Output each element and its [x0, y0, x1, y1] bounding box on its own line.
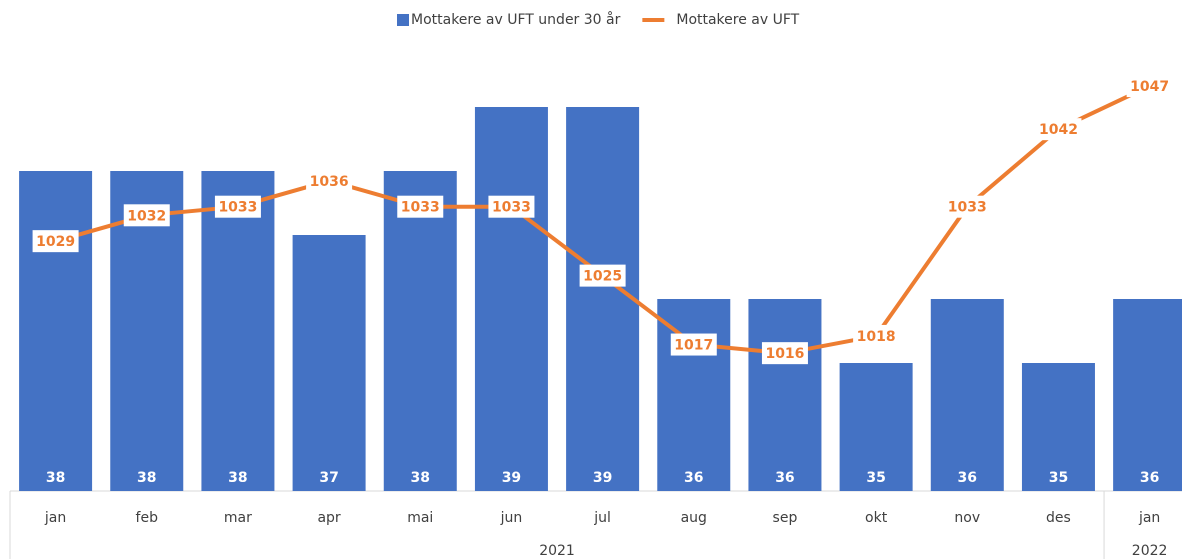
line-label: 1017 — [674, 338, 713, 354]
line-label-box — [214, 195, 261, 218]
bar-label: 38 — [46, 470, 65, 486]
x-tick-label: apr — [317, 510, 340, 526]
bar-label: 35 — [1049, 470, 1068, 486]
line-label-box — [397, 195, 444, 218]
legend-label: Mottakere av UFT under 30 år — [411, 11, 621, 28]
bar-label: 36 — [775, 470, 794, 486]
x-tick-label: sep — [773, 510, 798, 526]
bar-label: 39 — [502, 470, 521, 486]
bar — [383, 171, 457, 491]
x-tick-label: okt — [865, 510, 888, 526]
line-label-box — [488, 195, 535, 218]
line-label: 1042 — [1039, 122, 1078, 138]
bar — [1021, 363, 1095, 491]
bar — [19, 171, 93, 491]
bar-label: 36 — [684, 470, 703, 486]
line-label: 1033 — [401, 200, 440, 216]
bar-label: 36 — [1140, 470, 1159, 486]
line-label: 1033 — [492, 200, 531, 216]
bar-label: 36 — [958, 470, 977, 486]
bar — [474, 107, 548, 491]
line-label-box — [944, 195, 991, 218]
line-label-box — [1126, 75, 1173, 98]
x-tick-label: jan — [1138, 510, 1160, 526]
line-label-box — [123, 204, 170, 227]
line-label: 1047 — [1130, 79, 1169, 95]
line-label-box — [32, 230, 79, 253]
x-tick-label: jun — [500, 510, 523, 526]
line-label-box — [306, 169, 353, 192]
x-tick-label: aug — [681, 510, 707, 526]
bar — [292, 235, 366, 491]
legend-swatch — [397, 14, 409, 26]
bar-label: 35 — [866, 470, 885, 486]
line-label: 1029 — [36, 234, 75, 250]
bar-label: 38 — [228, 470, 247, 486]
line-label: 1036 — [310, 174, 349, 190]
bar — [748, 299, 822, 491]
x-tick-label: des — [1046, 510, 1071, 526]
line-label-box — [1035, 118, 1082, 141]
line-label: 1033 — [948, 200, 987, 216]
group-label: 2022 — [1132, 543, 1168, 559]
bar-label: 38 — [411, 470, 430, 486]
bar — [839, 363, 913, 491]
x-tick-label: mai — [407, 510, 433, 526]
x-tick-label: mar — [224, 510, 252, 526]
bar-label: 39 — [593, 470, 612, 486]
line-label-box — [761, 342, 808, 365]
x-tick-label: nov — [954, 510, 980, 526]
line-label: 1033 — [218, 200, 257, 216]
bar — [566, 107, 640, 491]
group-label: 2021 — [539, 543, 575, 559]
line-label: 1016 — [765, 346, 804, 362]
x-tick-label: feb — [136, 510, 159, 526]
line-label: 1032 — [127, 208, 166, 224]
bar-label: 37 — [319, 470, 338, 486]
bar — [930, 299, 1004, 491]
line-label: 1018 — [857, 329, 896, 345]
legend-label: Mottakere av UFT — [676, 12, 799, 28]
bar — [201, 171, 275, 491]
x-tick-label: jul — [593, 510, 611, 526]
line-label-box — [853, 324, 900, 347]
line-label: 1025 — [583, 269, 622, 285]
bar — [657, 299, 731, 491]
line-label-box — [579, 264, 626, 287]
line-label-box — [670, 333, 717, 356]
bar-label: 38 — [137, 470, 156, 486]
bar — [1113, 299, 1182, 491]
x-tick-label: jan — [44, 510, 66, 526]
